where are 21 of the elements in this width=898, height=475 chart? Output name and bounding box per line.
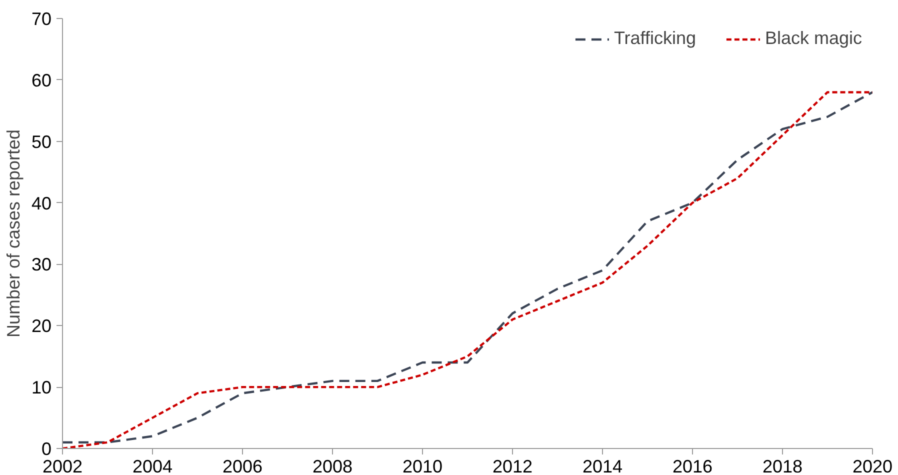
y-tick-label: 30: [31, 254, 52, 275]
x-tick-label: 2014: [582, 456, 623, 475]
legend-label: Black magic: [764, 28, 862, 49]
y-tick-label: 20: [31, 316, 52, 336]
x-tick-label: 2006: [222, 456, 263, 475]
x-tick-label: 2002: [42, 456, 83, 475]
x-tick-label: 2018: [762, 456, 803, 475]
legend-label: Trafficking: [614, 28, 696, 49]
x-tick-label: 2008: [312, 456, 353, 475]
x-tick-label: 2020: [852, 456, 893, 475]
y-tick-label: 60: [31, 70, 52, 90]
y-tick-label: 10: [31, 378, 52, 398]
y-tick-label: 40: [31, 193, 52, 214]
y-tick-label: 50: [31, 132, 52, 152]
x-tick-label: 2012: [492, 456, 533, 475]
x-tick-label: 2004: [132, 456, 173, 475]
y-axis-title: Number of cases reported: [3, 129, 24, 338]
x-tick-label: 2016: [672, 456, 713, 475]
y-tick-label: 0: [41, 439, 52, 459]
x-tick-label: 2010: [402, 456, 443, 475]
y-tick-label: 70: [31, 9, 52, 29]
